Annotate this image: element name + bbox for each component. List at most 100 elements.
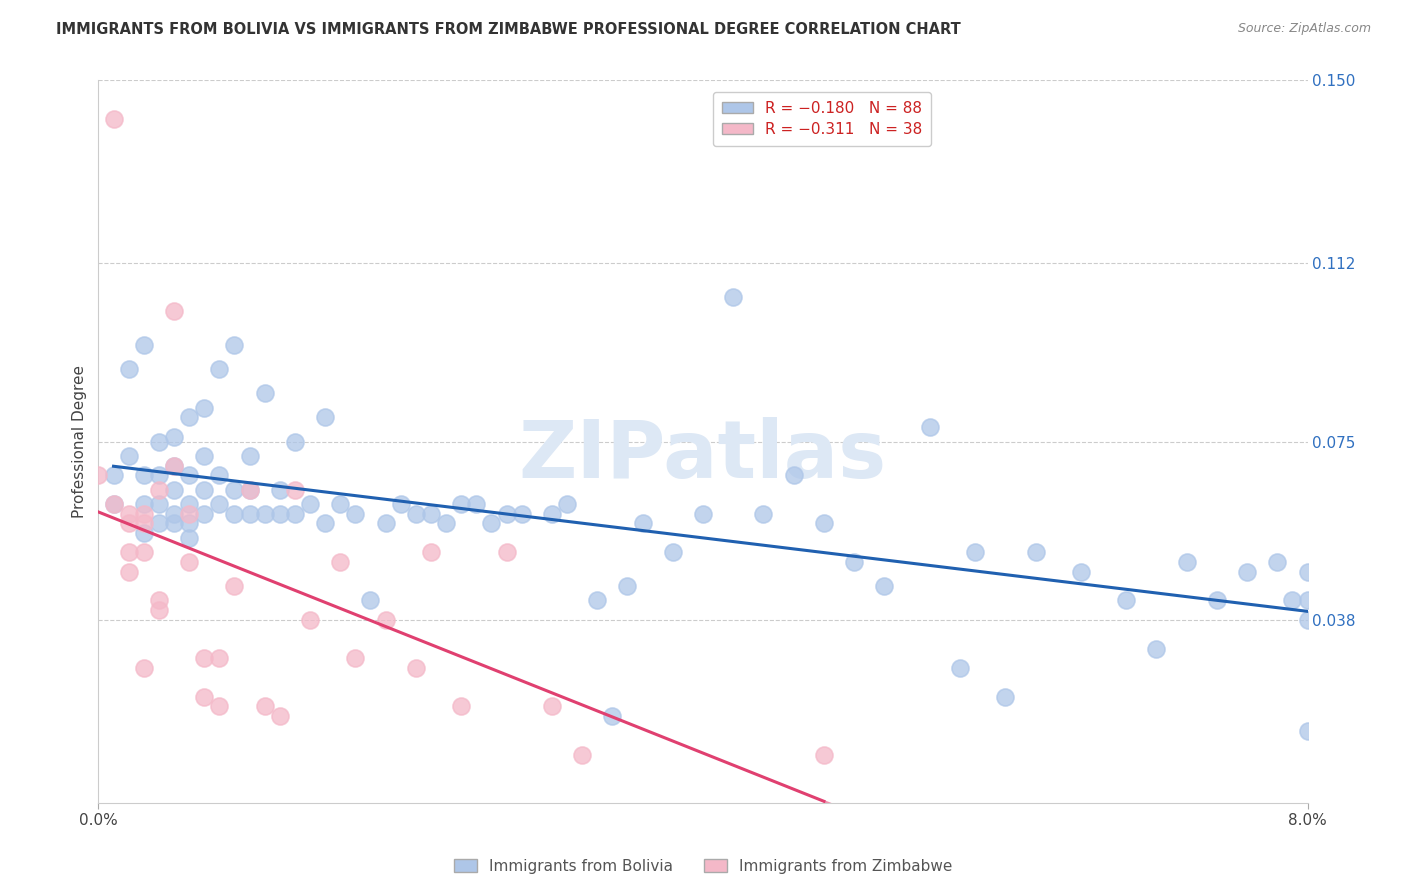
Point — [193, 401, 215, 415]
Point — [269, 709, 291, 723]
Point — [949, 661, 972, 675]
Text: IMMIGRANTS FROM BOLIVIA VS IMMIGRANTS FROM ZIMBABWE PROFESSIONAL DEGREE CORRELAT: IMMIGRANTS FROM BOLIVIA VS IMMIGRANTS FR… — [56, 22, 960, 37]
Point — [179, 531, 201, 545]
Point — [540, 699, 562, 714]
Point — [374, 613, 396, 627]
Point — [299, 497, 322, 511]
Point — [163, 483, 186, 497]
Point — [163, 304, 186, 318]
Point — [555, 497, 578, 511]
Point — [571, 747, 593, 762]
Point — [239, 483, 262, 497]
Point — [1267, 555, 1289, 569]
Point — [510, 507, 533, 521]
Point — [450, 699, 472, 714]
Point — [132, 468, 155, 483]
Point — [1236, 565, 1258, 579]
Point — [118, 449, 141, 463]
Point — [752, 507, 775, 521]
Point — [132, 516, 155, 531]
Point — [844, 555, 866, 569]
Point — [103, 497, 125, 511]
Point — [132, 338, 155, 352]
Point — [602, 709, 624, 723]
Point — [965, 545, 987, 559]
Point — [179, 516, 201, 531]
Point — [132, 497, 155, 511]
Point — [586, 593, 609, 607]
Point — [631, 516, 654, 531]
Point — [692, 507, 714, 521]
Point — [163, 507, 186, 521]
Y-axis label: Professional Degree: Professional Degree — [72, 365, 87, 518]
Point — [118, 516, 141, 531]
Point — [103, 497, 125, 511]
Point — [208, 468, 231, 483]
Text: Source: ZipAtlas.com: Source: ZipAtlas.com — [1237, 22, 1371, 36]
Point — [208, 497, 231, 511]
Point — [193, 483, 215, 497]
Point — [148, 593, 170, 607]
Point — [224, 483, 246, 497]
Point — [253, 386, 276, 401]
Point — [329, 497, 352, 511]
Point — [813, 747, 835, 762]
Point — [148, 603, 170, 617]
Point — [813, 516, 835, 531]
Point — [1281, 593, 1303, 607]
Point — [163, 458, 186, 473]
Point — [374, 516, 396, 531]
Point — [299, 613, 322, 627]
Point — [284, 483, 307, 497]
Point — [450, 497, 472, 511]
Point — [420, 545, 443, 559]
Point — [1296, 723, 1319, 738]
Point — [495, 507, 517, 521]
Point — [208, 362, 231, 376]
Point — [193, 690, 215, 704]
Point — [1025, 545, 1047, 559]
Point — [179, 507, 201, 521]
Point — [253, 699, 276, 714]
Point — [193, 651, 215, 665]
Point — [1296, 593, 1319, 607]
Point — [360, 593, 382, 607]
Point — [163, 458, 186, 473]
Point — [239, 483, 262, 497]
Point — [344, 651, 367, 665]
Point — [103, 468, 125, 483]
Point — [148, 468, 170, 483]
Point — [163, 516, 186, 531]
Point — [179, 410, 201, 425]
Point — [148, 434, 170, 449]
Point — [179, 497, 201, 511]
Point — [495, 545, 517, 559]
Point — [284, 434, 307, 449]
Point — [193, 507, 215, 521]
Point — [269, 483, 291, 497]
Point — [224, 507, 246, 521]
Point — [224, 338, 246, 352]
Legend: Immigrants from Bolivia, Immigrants from Zimbabwe: Immigrants from Bolivia, Immigrants from… — [447, 853, 959, 880]
Point — [344, 507, 367, 521]
Point — [193, 449, 215, 463]
Point — [284, 507, 307, 521]
Point — [329, 555, 352, 569]
Point — [163, 430, 186, 444]
Point — [208, 651, 231, 665]
Point — [405, 661, 427, 675]
Point — [118, 565, 141, 579]
Point — [118, 545, 141, 559]
Point — [540, 507, 562, 521]
Point — [465, 497, 488, 511]
Point — [239, 449, 262, 463]
Point — [1175, 555, 1198, 569]
Point — [148, 483, 170, 497]
Point — [918, 420, 941, 434]
Point — [434, 516, 457, 531]
Point — [1296, 565, 1319, 579]
Point — [132, 507, 155, 521]
Point — [179, 468, 201, 483]
Point — [239, 507, 262, 521]
Point — [253, 507, 276, 521]
